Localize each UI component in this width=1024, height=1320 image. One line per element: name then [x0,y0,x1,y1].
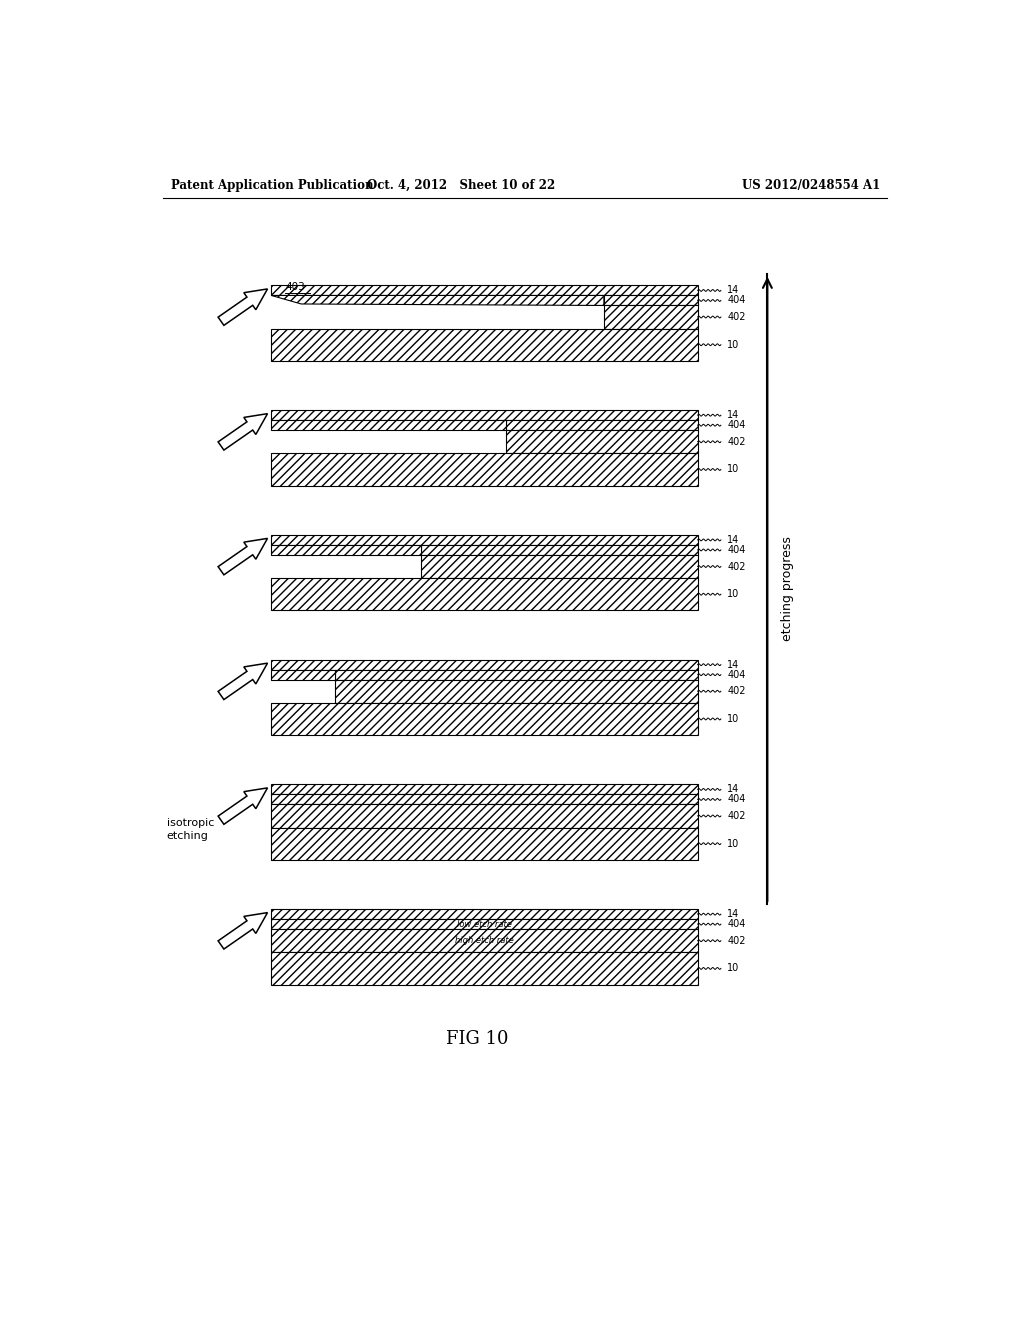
Bar [271,804,697,828]
Text: 14: 14 [727,535,739,545]
Text: 402: 402 [727,810,745,821]
Bar [271,411,697,420]
Text: 404: 404 [727,669,745,680]
Text: 14: 14 [727,411,739,420]
Polygon shape [218,663,267,700]
Bar [604,296,697,305]
Text: 14: 14 [727,784,739,795]
Polygon shape [218,788,267,824]
Bar [271,919,697,929]
Polygon shape [271,420,506,430]
Polygon shape [218,912,267,949]
Bar [335,680,697,702]
Text: 10: 10 [727,589,739,599]
Bar [271,453,697,486]
Polygon shape [218,539,267,574]
Text: low etch rate: low etch rate [457,920,512,929]
Bar [271,285,697,296]
Text: 402: 402 [727,561,745,572]
Bar [421,554,697,578]
Text: etching progress: etching progress [781,537,795,642]
Text: 10: 10 [727,465,739,474]
Bar [271,929,697,952]
Polygon shape [271,296,604,305]
Text: 404: 404 [727,420,745,430]
Bar [271,535,697,545]
Polygon shape [271,669,335,680]
Polygon shape [271,545,421,554]
Bar [421,545,697,554]
Text: Oct. 4, 2012   Sheet 10 of 22: Oct. 4, 2012 Sheet 10 of 22 [368,178,555,191]
Bar [604,305,697,329]
Bar [271,795,697,804]
Text: US 2012/0248554 A1: US 2012/0248554 A1 [741,178,880,191]
Polygon shape [218,413,267,450]
Text: 404: 404 [727,545,745,554]
Text: 14: 14 [727,660,739,669]
Bar [271,578,697,610]
Text: isotropic
etching: isotropic etching [167,818,214,841]
Bar [271,909,697,919]
Bar [506,420,697,430]
Text: 404: 404 [727,795,745,804]
Text: 402: 402 [727,686,745,696]
Bar [271,952,697,985]
Bar [271,784,697,795]
Text: 402: 402 [727,312,745,322]
Bar [271,702,697,735]
Bar [271,329,697,360]
Text: FIG 10: FIG 10 [445,1030,508,1048]
Bar [506,430,697,453]
Text: 10: 10 [727,714,739,723]
Polygon shape [218,289,267,325]
Bar [335,669,697,680]
Text: 14: 14 [727,909,739,919]
Text: 404: 404 [727,919,745,929]
Text: high etch rate: high etch rate [455,936,514,945]
Text: 10: 10 [727,838,739,849]
Text: 403: 403 [286,282,305,293]
Text: 404: 404 [727,296,745,305]
Text: 14: 14 [727,285,739,296]
Text: 10: 10 [727,339,739,350]
Bar [271,660,697,669]
Text: 402: 402 [727,437,745,446]
Text: 402: 402 [727,936,745,945]
Text: 10: 10 [727,964,739,973]
Text: Patent Application Publication: Patent Application Publication [171,178,373,191]
Bar [271,828,697,859]
